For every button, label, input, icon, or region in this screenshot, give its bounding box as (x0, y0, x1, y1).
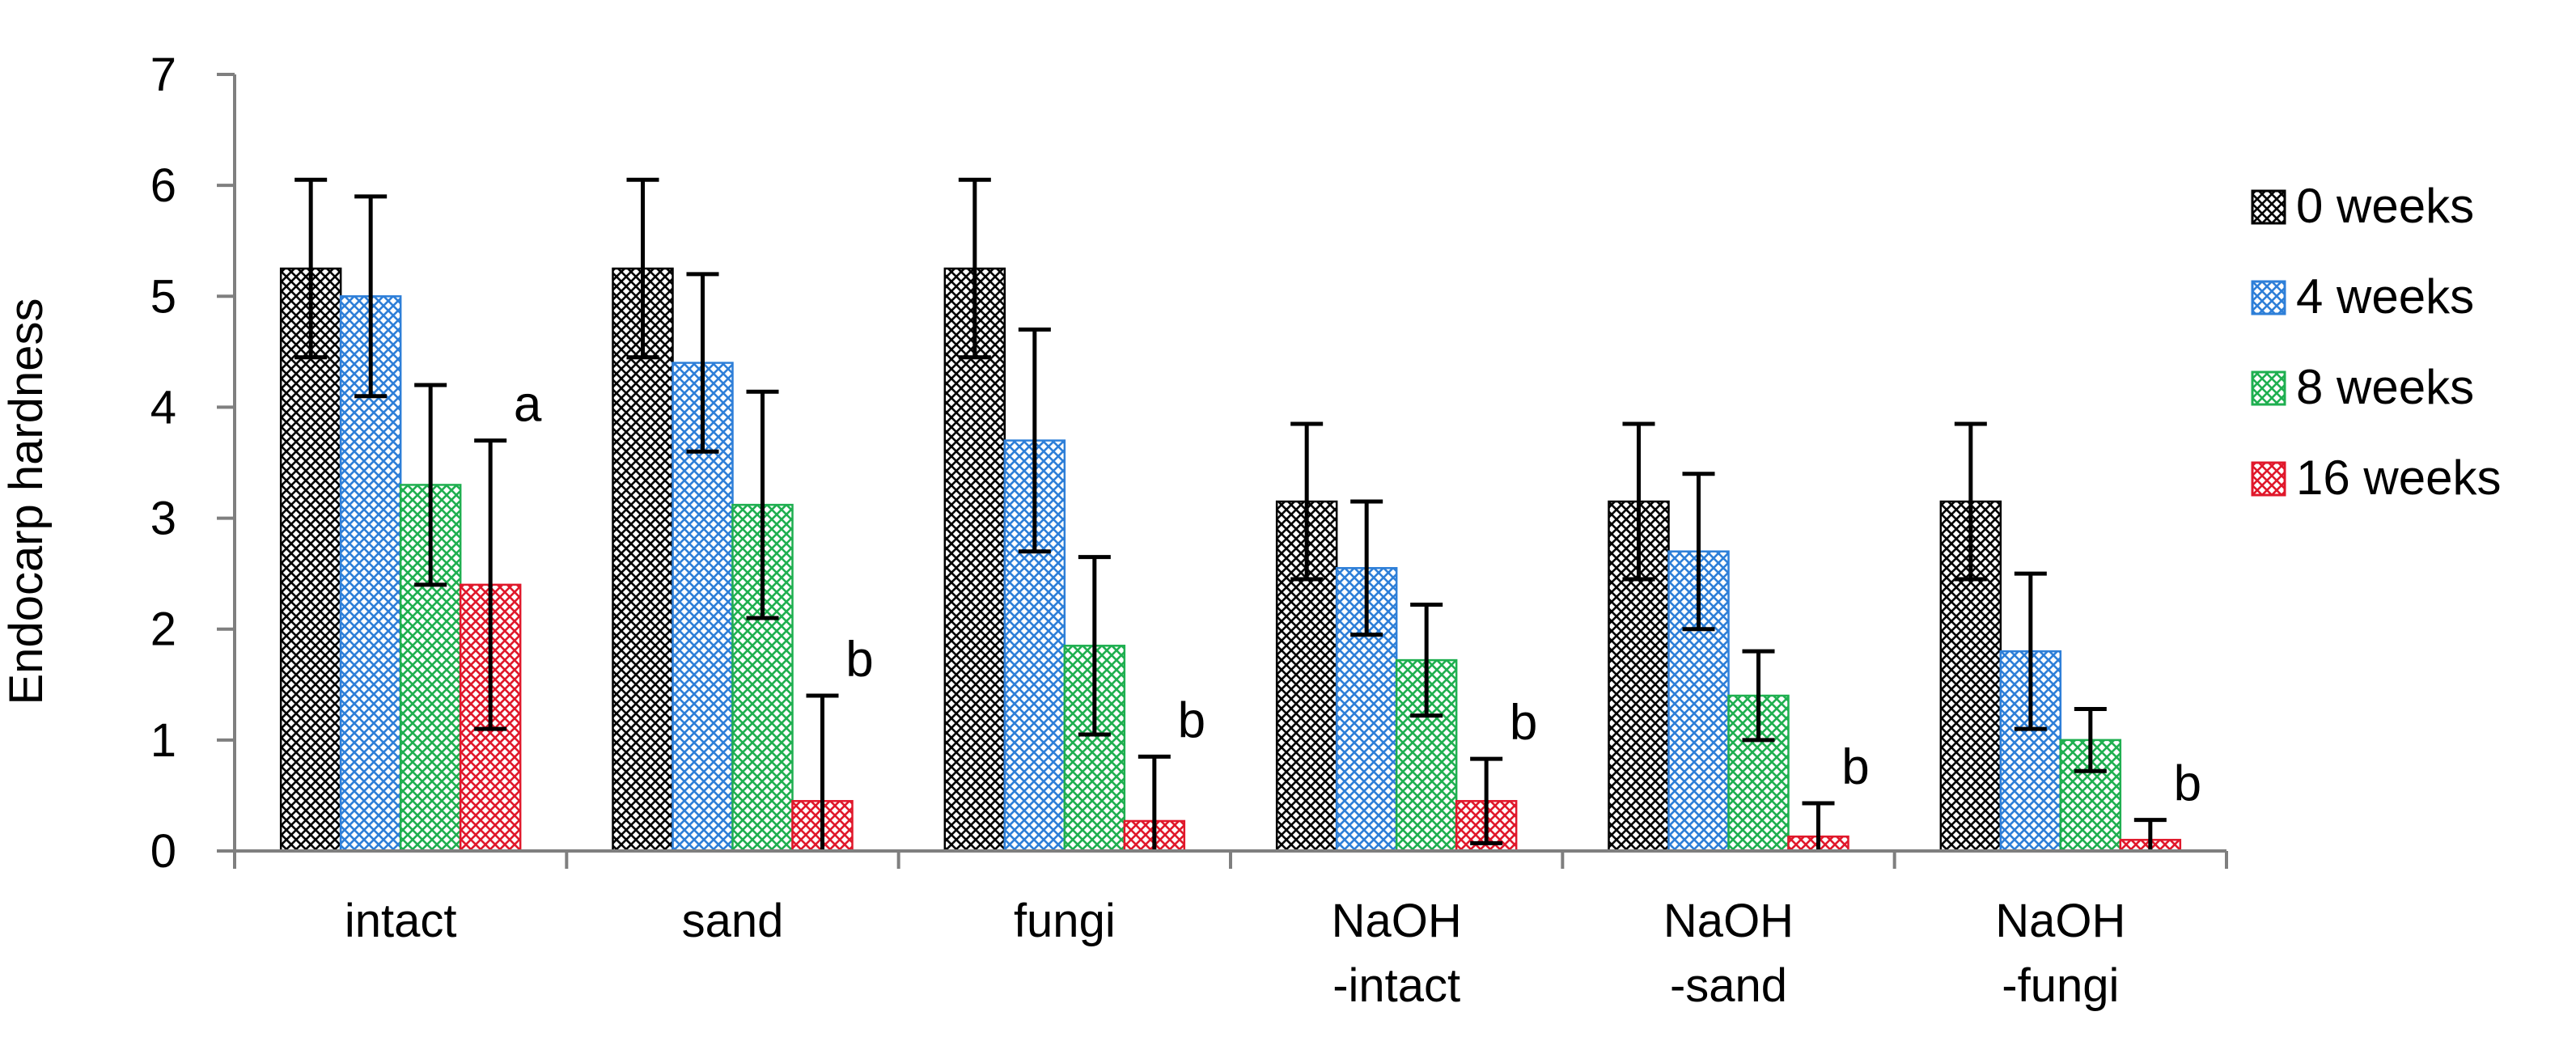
y-tick-label: 0 (150, 825, 176, 878)
axes: 0 1 2 3 4 5 6 7 intact sand fungi NaOH -intact NaOH -s… (150, 49, 2228, 1012)
error-bar (1622, 421, 1655, 582)
error-bar (1954, 421, 1987, 582)
legend-label: 0 weeks (2296, 179, 2474, 233)
error-bar (2014, 571, 2047, 731)
error-bar (294, 177, 328, 360)
legend: 0 weeks 4 weeks 8 weeks 16 weeks (2251, 179, 2501, 505)
legend-label: 8 weeks (2296, 360, 2474, 414)
x-tick-label: sand (682, 895, 784, 947)
bar-0-weeks-intact (279, 267, 342, 853)
y-tick-label: 2 (150, 603, 176, 656)
error-bar (1682, 472, 1715, 632)
legend-item-16-weeks: 16 weeks (2251, 451, 2501, 505)
error-bar (414, 383, 447, 587)
y-tick-label: 4 (150, 381, 176, 434)
error-bar (2133, 818, 2167, 851)
y-tick-label: 6 (150, 159, 176, 212)
error-bar (1742, 649, 1775, 743)
error-bar (806, 693, 839, 851)
error-bar (746, 389, 779, 620)
error-bar (1078, 555, 1111, 737)
significance-label: b (1178, 692, 1205, 748)
x-tick-label: fungi (1014, 895, 1116, 947)
x-tick-label: intact (345, 895, 457, 947)
significance-label: b (1841, 739, 1869, 795)
legend-swatch (2251, 461, 2286, 497)
legend-item-8-weeks: 8 weeks (2251, 360, 2474, 414)
error-bar (354, 194, 388, 399)
error-bar (1802, 801, 1835, 851)
error-bar (2074, 706, 2107, 773)
error-bar (1018, 327, 1051, 554)
significance-label: a (514, 377, 542, 433)
legend-label: 4 weeks (2296, 269, 2474, 324)
error-bar (958, 177, 991, 360)
error-bar (1138, 754, 1171, 851)
y-tick-label: 1 (150, 714, 176, 767)
error-bar (474, 438, 507, 731)
plot-area: a b b b b b (279, 177, 2201, 853)
error-bar (1470, 756, 1503, 845)
legend-swatch (2251, 370, 2286, 406)
x-tick-label: NaOH -intact (1332, 895, 1462, 1012)
legend-item-4-weeks: 4 weeks (2251, 269, 2474, 324)
legend-swatch (2251, 189, 2286, 225)
significance-label: b (2174, 756, 2201, 812)
error-bar (1350, 499, 1383, 637)
error-bar (626, 177, 659, 360)
error-bar (686, 272, 719, 454)
x-tick-label: NaOH -sand (1663, 895, 1794, 1012)
y-axis-title: Endocarp hardness (0, 298, 53, 705)
y-tick-label: 5 (150, 270, 176, 323)
bar-0-weeks-naohsand (1608, 500, 1670, 853)
legend-swatch (2251, 280, 2286, 315)
x-tick-label: NaOH -fungi (1995, 895, 2125, 1012)
error-bar (1410, 603, 1443, 718)
y-tick-label: 7 (150, 49, 176, 101)
legend-label: 16 weeks (2296, 451, 2501, 505)
significance-label: b (1510, 695, 1537, 751)
significance-label: b (845, 632, 873, 688)
legend-item-0-weeks: 0 weeks (2251, 179, 2474, 233)
y-tick-label: 3 (150, 493, 176, 545)
error-bar (1290, 421, 1324, 582)
